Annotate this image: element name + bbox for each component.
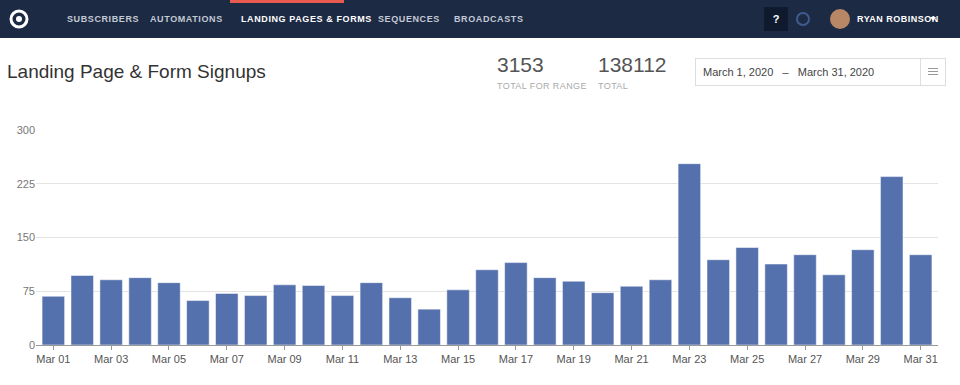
html-text:SUBSCRIBERS: SUBSCRIBERS	[67, 14, 140, 24]
html-text:AUTOMATIONS: AUTOMATIONS	[150, 14, 223, 24]
html-text:TOTAL FOR RANGE: TOTAL FOR RANGE	[497, 81, 587, 91]
svg-text:Mar 07: Mar 07	[210, 353, 244, 365]
svg-text:Mar 01: Mar 01	[36, 353, 70, 365]
svg-text:300: 300	[17, 124, 35, 136]
svg-text:Mar 03: Mar 03	[94, 353, 128, 365]
html-text:LANDING PAGES & FORMS: LANDING PAGES & FORMS	[241, 14, 372, 24]
svg-text:Mar 31: Mar 31	[904, 353, 938, 365]
html-text:138112: 138112	[598, 53, 667, 76]
svg-text:0: 0	[29, 339, 35, 351]
svg-text:150: 150	[17, 231, 35, 243]
svg-text:Mar 29: Mar 29	[846, 353, 880, 365]
svg-text:Mar 23: Mar 23	[672, 353, 706, 365]
svg-text:Mar 13: Mar 13	[383, 353, 417, 365]
svg-text:Mar 21: Mar 21	[614, 353, 648, 365]
html-text:RYAN ROBINSON: RYAN ROBINSON	[857, 14, 939, 24]
html-text:TOTAL: TOTAL	[598, 81, 629, 91]
html-text:SEQUENCES: SEQUENCES	[378, 14, 440, 24]
svg-text:225: 225	[17, 178, 35, 190]
html-text:March 1, 2020 – March 31, 2020: March 1, 2020 – March 31, 2020	[703, 66, 875, 78]
svg-text:Mar 17: Mar 17	[499, 353, 533, 365]
svg-text:Mar 25: Mar 25	[730, 353, 764, 365]
html-text:3153: 3153	[497, 53, 544, 76]
html-text:Landing Page & Form Signups: Landing Page & Form Signups	[7, 61, 266, 82]
svg-text:Mar 15: Mar 15	[441, 353, 475, 365]
svg-text:Mar 05: Mar 05	[152, 353, 186, 365]
svg-text:75: 75	[23, 285, 35, 297]
svg-text:Mar 19: Mar 19	[557, 353, 591, 365]
html-text:BROADCASTS: BROADCASTS	[454, 14, 524, 24]
svg-text:Mar 09: Mar 09	[268, 353, 302, 365]
svg-text:Mar 11: Mar 11	[326, 353, 359, 365]
svg-text:Mar 27: Mar 27	[788, 353, 822, 365]
